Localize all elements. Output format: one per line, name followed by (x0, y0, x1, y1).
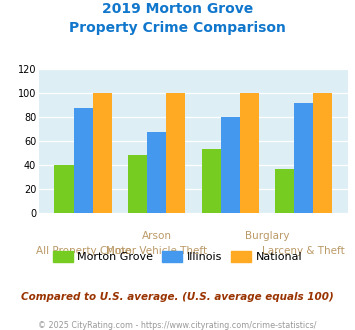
Bar (128, 155, 147, 213)
Bar (221, 117, 240, 213)
Text: Larceny & Theft: Larceny & Theft (262, 246, 345, 256)
Bar (93, 93, 112, 213)
Bar (313, 93, 332, 213)
Bar (202, 149, 221, 213)
Text: © 2025 CityRating.com - https://www.cityrating.com/crime-statistics/: © 2025 CityRating.com - https://www.city… (38, 321, 317, 330)
Bar (240, 93, 259, 213)
Text: Burglary: Burglary (245, 231, 289, 241)
Bar (166, 93, 185, 213)
Text: Property Crime Comparison: Property Crime Comparison (69, 21, 286, 35)
Text: 2019 Morton Grove: 2019 Morton Grove (102, 2, 253, 16)
Text: All Property Crime: All Property Crime (36, 246, 131, 256)
Legend: Morton Grove, Illinois, National: Morton Grove, Illinois, National (49, 247, 306, 267)
Bar (294, 103, 313, 213)
Bar (55, 165, 73, 213)
Bar (275, 169, 294, 213)
Text: Motor Vehicle Theft: Motor Vehicle Theft (106, 246, 207, 256)
Text: Arson: Arson (142, 231, 172, 241)
Bar (147, 131, 166, 213)
Bar (73, 108, 93, 213)
Text: Compared to U.S. average. (U.S. average equals 100): Compared to U.S. average. (U.S. average … (21, 292, 334, 302)
